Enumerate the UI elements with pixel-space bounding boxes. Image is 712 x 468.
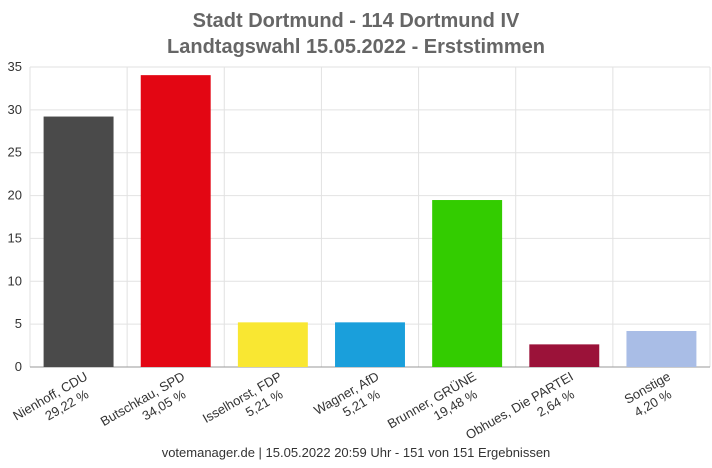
y-tick-label: 0 bbox=[15, 359, 22, 374]
bar bbox=[626, 331, 697, 367]
chart-subtitle: Landtagswahl 15.05.2022 - Erststimmen bbox=[167, 36, 545, 58]
y-tick-label: 35 bbox=[8, 59, 22, 74]
y-tick-label: 10 bbox=[8, 273, 22, 288]
bar bbox=[43, 116, 114, 368]
bar bbox=[335, 322, 405, 367]
y-tick-label: 25 bbox=[8, 145, 22, 160]
bar bbox=[529, 344, 600, 367]
bar bbox=[140, 75, 211, 368]
bar bbox=[237, 322, 308, 367]
chart-title: Stadt Dortmund - 114 Dortmund IV bbox=[193, 10, 520, 32]
footer: votemanager.de | 15.05.2022 20:59 Uhr - … bbox=[162, 445, 551, 460]
y-tick-label: 20 bbox=[8, 188, 22, 203]
y-tick-label: 15 bbox=[8, 230, 22, 245]
bar bbox=[432, 200, 503, 367]
y-tick-label: 5 bbox=[15, 316, 22, 331]
y-tick-label: 30 bbox=[8, 102, 22, 117]
